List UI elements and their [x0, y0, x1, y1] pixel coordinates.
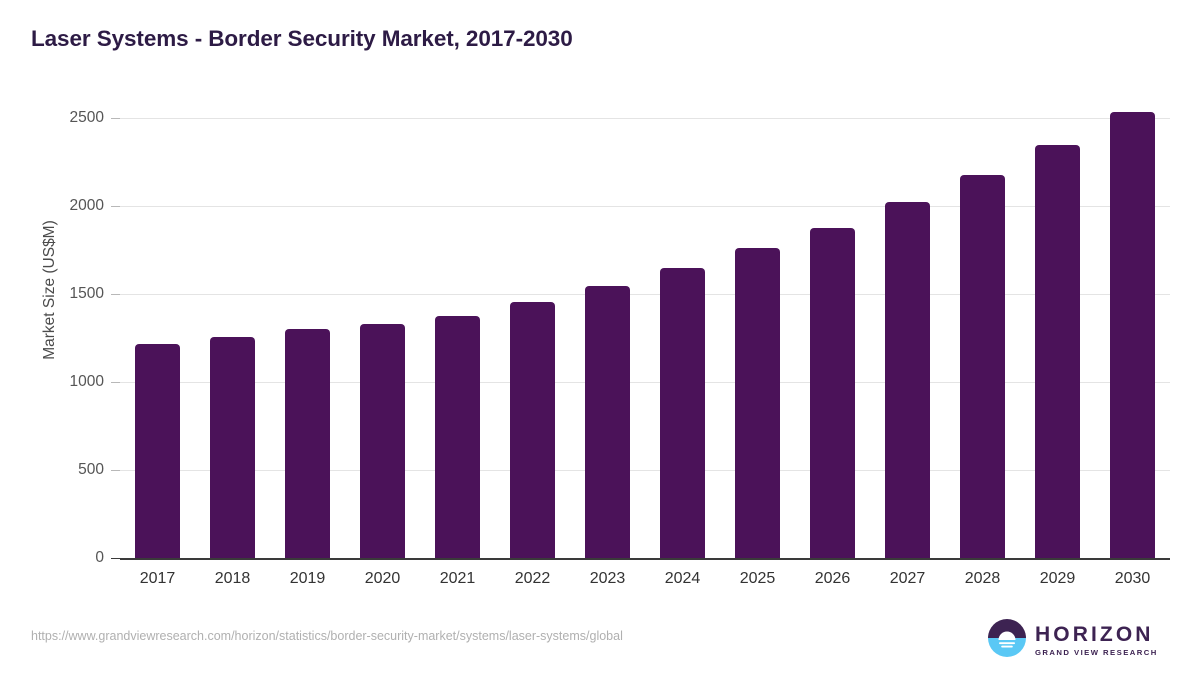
x-tick-label-2023: 2023 — [589, 570, 626, 587]
bar-2017[interactable] — [135, 343, 180, 558]
x-tick-label-2027: 2027 — [889, 570, 926, 587]
x-tick-label-2020: 2020 — [364, 570, 401, 587]
x-tick-label-2021: 2021 — [439, 570, 476, 587]
x-tick-label-2026: 2026 — [814, 570, 851, 587]
bar-2024[interactable] — [660, 267, 705, 558]
y-tick-mark-2000 — [111, 206, 120, 207]
y-tick-label-2000: 2000 — [69, 197, 104, 214]
horizon-sun-circle-icon — [988, 618, 1026, 662]
bar-2019[interactable] — [285, 329, 330, 558]
bar-2027[interactable] — [885, 201, 930, 558]
y-tick-mark-500 — [111, 470, 120, 471]
y-tick-mark-1500 — [111, 294, 120, 295]
bar-2030[interactable] — [1110, 112, 1155, 558]
x-tick-label-2019: 2019 — [289, 570, 326, 587]
horizon-logo[interactable]: HORIZON GRAND VIEW RESEARCH — [988, 618, 1158, 662]
bar-2029[interactable] — [1035, 144, 1080, 558]
gridline-2000 — [120, 206, 1170, 207]
bar-2028[interactable] — [960, 175, 1005, 558]
logo-tagline: GRAND VIEW RESEARCH — [1035, 647, 1158, 657]
x-tick-label-2018: 2018 — [214, 570, 251, 587]
gridline-2500 — [120, 118, 1170, 119]
bar-2020[interactable] — [360, 323, 405, 558]
y-tick-label-2500: 2500 — [69, 109, 104, 126]
x-tick-label-2028: 2028 — [964, 570, 1001, 587]
gridline-1500 — [120, 294, 1170, 295]
y-tick-label-1500: 1500 — [69, 285, 104, 302]
y-tick-mark-2500 — [111, 118, 120, 119]
x-tick-label-2024: 2024 — [664, 570, 701, 587]
x-tick-label-2017: 2017 — [139, 570, 176, 587]
y-tick-label-500: 500 — [78, 461, 104, 478]
logo-text: HORIZON GRAND VIEW RESEARCH — [1035, 624, 1158, 657]
bar-2021[interactable] — [435, 316, 480, 558]
page-title: Laser Systems - Border Security Market, … — [31, 26, 573, 51]
logo-wordmark: HORIZON — [1035, 622, 1154, 646]
y-tick-mark-1000 — [111, 382, 120, 383]
plot-area — [120, 112, 1170, 558]
gridline-1000 — [120, 382, 1170, 383]
x-tick-label-2025: 2025 — [739, 570, 776, 587]
x-tick-label-2030: 2030 — [1114, 570, 1151, 587]
y-tick-mark-0 — [111, 558, 120, 559]
x-axis-line — [120, 558, 1170, 560]
bar-2025[interactable] — [735, 248, 780, 558]
bar-2022[interactable] — [510, 301, 555, 558]
bar-2023[interactable] — [585, 286, 630, 558]
x-tick-label-2029: 2029 — [1039, 570, 1076, 587]
y-tick-label-0: 0 — [95, 549, 104, 566]
source-url[interactable]: https://www.grandviewresearch.com/horizo… — [31, 629, 623, 643]
y-tick-label-1000: 1000 — [69, 373, 104, 390]
gridline-500 — [120, 470, 1170, 471]
bar-2026[interactable] — [810, 228, 855, 558]
bar-2018[interactable] — [210, 336, 255, 558]
y-axis-title: Market Size (US$M) — [41, 220, 58, 360]
x-tick-label-2022: 2022 — [514, 570, 551, 587]
